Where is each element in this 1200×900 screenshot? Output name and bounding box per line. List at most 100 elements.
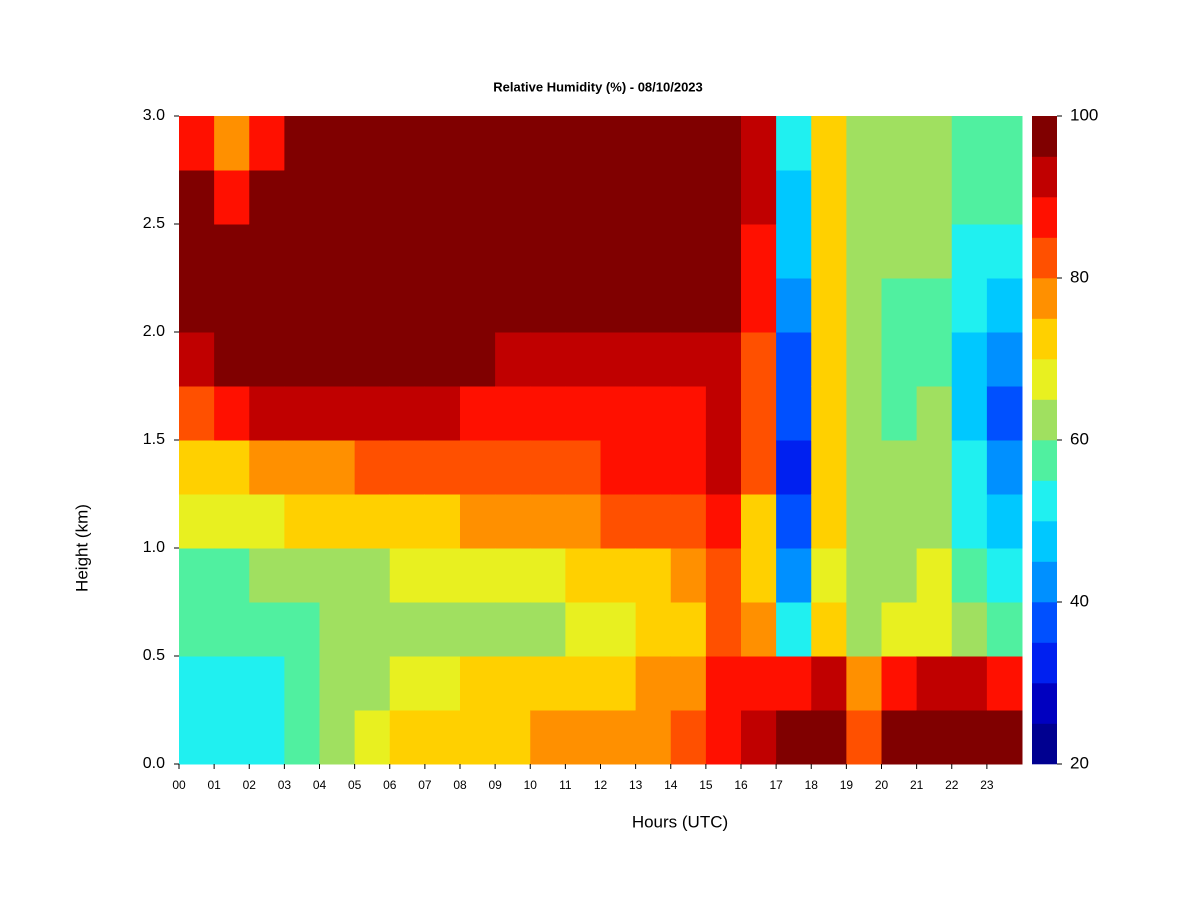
- heatmap-cell: [846, 494, 882, 549]
- heatmap-cell: [916, 278, 953, 333]
- heatmap-cell: [565, 656, 601, 711]
- heatmap-cell: [776, 278, 812, 333]
- heatmap-cell: [284, 494, 320, 549]
- heatmap-cell: [986, 224, 1023, 279]
- colorbar-tick-label: 60: [1070, 429, 1089, 448]
- heatmap-cell: [249, 278, 285, 333]
- heatmap-cell: [530, 656, 566, 711]
- heatmap-cell: [811, 386, 847, 441]
- heatmap-cell: [776, 332, 812, 387]
- y-tick-label: 3.0: [143, 107, 165, 124]
- heatmap-cell: [495, 116, 531, 171]
- heatmap-cell: [179, 548, 215, 603]
- heatmap-cell: [530, 548, 566, 603]
- heatmap-cell: [881, 656, 918, 711]
- heatmap-cell: [214, 332, 250, 387]
- x-tick-label: 13: [629, 778, 643, 792]
- heatmap-cell: [986, 170, 1023, 225]
- colorbar-tick-label: 40: [1070, 591, 1089, 610]
- heatmap-cell: [565, 278, 601, 333]
- heatmap-cell: [495, 602, 531, 657]
- heatmap-cell: [881, 440, 918, 495]
- heatmap-cell: [389, 170, 426, 225]
- heatmap-cell: [319, 224, 356, 279]
- heatmap-cell: [460, 494, 496, 549]
- heatmap-cell: [741, 332, 777, 387]
- heatmap-cell: [635, 224, 672, 279]
- heatmap-cell: [424, 602, 461, 657]
- heatmap-cell: [776, 224, 812, 279]
- heatmap-cell: [319, 278, 356, 333]
- heatmap-cell: [951, 170, 988, 225]
- heatmap-cell: [600, 494, 637, 549]
- heatmap-cell: [951, 494, 988, 549]
- heatmap-cell: [705, 224, 742, 279]
- heatmap-cell: [424, 224, 461, 279]
- heatmap-cell: [951, 440, 988, 495]
- x-tick-label: 03: [278, 778, 292, 792]
- heatmap-cell: [635, 548, 672, 603]
- heatmap-cell: [214, 548, 250, 603]
- heatmap-cell: [319, 440, 356, 495]
- heatmap-cell: [635, 278, 672, 333]
- heatmap-cell: [565, 710, 601, 765]
- heatmap-cell: [811, 656, 847, 711]
- heatmap-cell: [811, 548, 847, 603]
- heatmap-cell: [881, 170, 918, 225]
- heatmap-cell: [741, 602, 777, 657]
- x-tick-label: 07: [418, 778, 432, 792]
- heatmap-cell: [811, 332, 847, 387]
- x-tick-label: 15: [699, 778, 713, 792]
- x-tick-label: 23: [980, 778, 994, 792]
- heatmap-cell: [530, 116, 566, 171]
- x-tick-label: 21: [910, 778, 924, 792]
- heatmap-cell: [179, 386, 215, 441]
- heatmap-cell: [670, 710, 707, 765]
- colorbar-band: [1032, 197, 1057, 238]
- heatmap-cell: [741, 548, 777, 603]
- heatmap-cell: [986, 278, 1023, 333]
- heatmap-cell: [389, 386, 426, 441]
- heatmap-cell: [565, 440, 601, 495]
- heatmap-cell: [179, 278, 215, 333]
- x-tick-label: 10: [524, 778, 538, 792]
- colorbar-band: [1032, 278, 1057, 319]
- heatmap-cell: [424, 494, 461, 549]
- x-tick-label: 08: [453, 778, 467, 792]
- heatmap-cell: [495, 170, 531, 225]
- heatmap-cell: [705, 656, 742, 711]
- heatmap-cell: [881, 116, 918, 171]
- heatmap-cell: [389, 602, 426, 657]
- heatmap-cell: [284, 548, 320, 603]
- heatmap-cell: [389, 710, 426, 765]
- heatmap-cell: [354, 440, 391, 495]
- colorbar-tick-label: 100: [1070, 105, 1098, 124]
- heatmap-cell: [354, 386, 391, 441]
- heatmap-cell: [635, 656, 672, 711]
- heatmap-cell: [741, 278, 777, 333]
- heatmap-cell: [214, 170, 250, 225]
- heatmap-cell: [776, 386, 812, 441]
- heatmap-cell: [776, 656, 812, 711]
- heatmap-cell: [424, 170, 461, 225]
- heatmap-cell: [319, 548, 356, 603]
- heatmap-cell: [424, 440, 461, 495]
- heatmap-cell: [354, 224, 391, 279]
- colorbar-band: [1032, 683, 1057, 724]
- heatmap-cell: [460, 278, 496, 333]
- heatmap-cell: [951, 332, 988, 387]
- heatmap-cell: [249, 332, 285, 387]
- heatmap-cell: [881, 710, 918, 765]
- heatmap-cell: [916, 440, 953, 495]
- heatmap-cell: [565, 332, 601, 387]
- heatmap-cell: [705, 548, 742, 603]
- heatmap-cell: [986, 656, 1023, 711]
- heatmap-cell: [354, 710, 391, 765]
- heatmap-cell: [811, 494, 847, 549]
- heatmap-cell: [670, 116, 707, 171]
- heatmap-cell: [705, 386, 742, 441]
- heatmap-cell: [389, 656, 426, 711]
- heatmap-cell: [670, 224, 707, 279]
- heatmap-cell: [460, 548, 496, 603]
- heatmap-cell: [460, 602, 496, 657]
